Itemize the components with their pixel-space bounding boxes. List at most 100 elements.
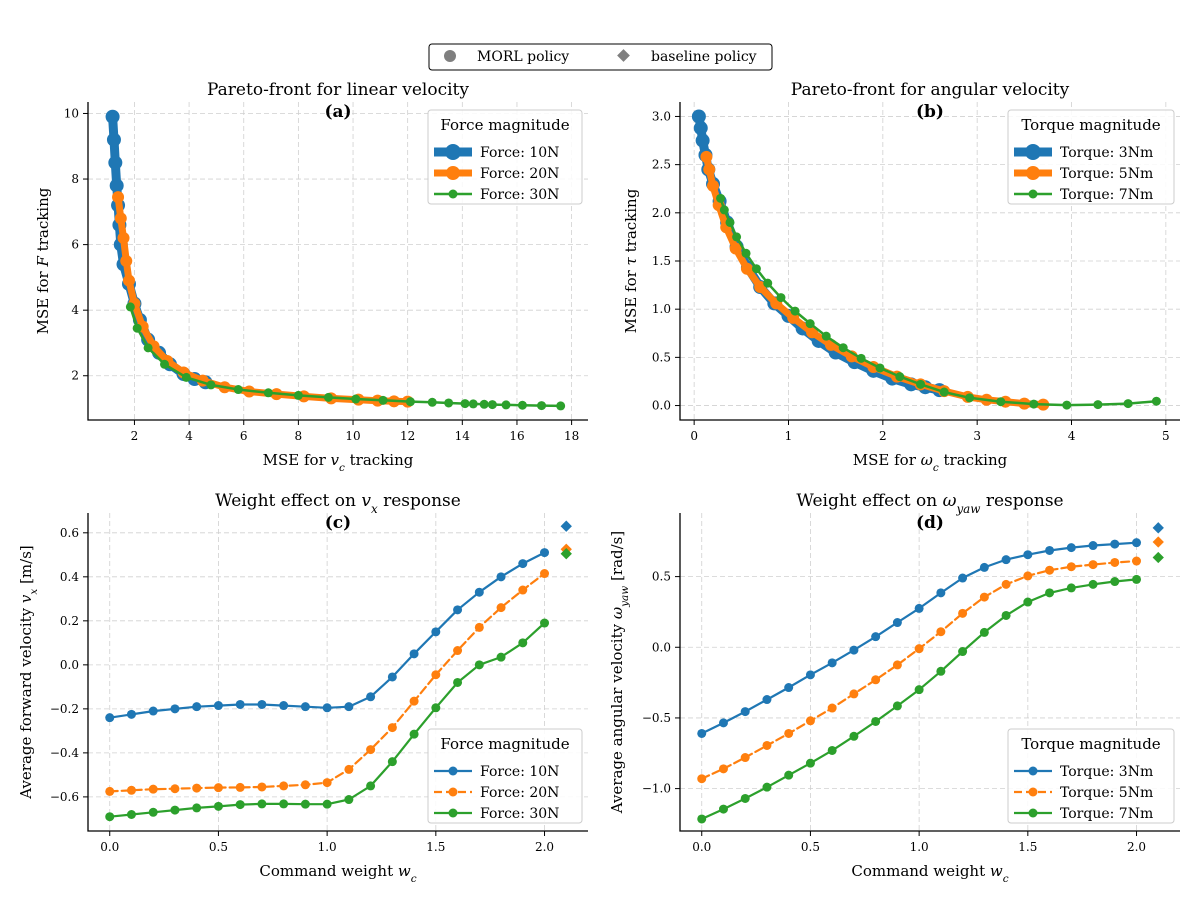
data-point [763,278,773,288]
data-point [1132,538,1142,548]
data-point [776,293,786,303]
y-tick-label: −0.2 [50,702,79,716]
data-point [474,660,484,670]
y-tick-label: 0.0 [60,658,79,672]
x-axis-label: MSE for ωc tracking [853,451,1008,474]
data-point [125,302,135,312]
data-point [741,248,751,258]
data-point [105,109,120,124]
data-point [556,401,566,411]
data-point [192,803,202,813]
data-point [496,652,506,662]
data-point [114,212,127,225]
x-tick-label: 1 [785,429,793,443]
y-tick-label: 1.5 [652,254,671,268]
y-tick-label: 10 [64,106,79,120]
y-tick-label: 8 [71,172,79,186]
data-point [1088,579,1098,589]
data-point [366,745,376,755]
legend-entry-label: Torque: 7Nm [1060,187,1153,203]
data-point [1062,400,1072,410]
data-point [1023,597,1033,607]
y-tick-label: 6 [71,238,79,252]
data-point [936,666,946,676]
y-tick-label: 0.2 [60,614,79,628]
data-point [754,281,767,294]
data-point [697,728,707,738]
data-point [700,150,713,163]
data-point [387,723,397,733]
data-point [827,658,837,668]
baseline-point [1152,536,1164,548]
y-axis-label: Average angular velocity ωyaw [rad/s] [608,531,631,815]
data-point [1023,550,1033,560]
data-point [479,399,489,409]
legend-marker [1025,144,1041,160]
x-tick-label: 6 [240,429,248,443]
data-point [914,644,924,654]
data-point [233,385,243,395]
y-tick-label: −0.5 [642,711,671,725]
y-tick-label: 2 [71,369,79,383]
x-tick-label: 0.0 [692,840,711,854]
data-point [170,784,180,794]
data-point [1110,539,1120,549]
panel-letter: (a) [324,102,351,122]
legend-marker [448,808,458,818]
data-point [409,696,419,706]
data-point [965,393,975,403]
data-point [126,709,136,719]
data-point [1151,396,1161,406]
data-point [540,548,550,558]
data-point [1023,571,1033,581]
data-point [105,786,115,796]
x-tick-label: 1.0 [910,840,929,854]
y-tick-label: 0.5 [652,350,671,364]
data-point [691,109,706,124]
chart-title: Pareto-front for angular velocity [791,80,1070,100]
axes-spines [87,513,588,832]
data-point [827,745,837,755]
data-point [344,795,354,805]
data-point [474,622,484,632]
data-point [213,783,223,793]
data-point [892,618,902,628]
x-axis-label: MSE for vc tracking [263,451,414,474]
chart-panel-d: 0.0 0.5 1.0 1.5 2.0 −1.0 −0.5 0.0 0.5 Weight effe… [608,491,1180,885]
data-point [518,638,528,648]
data-point [732,232,742,242]
data-point [805,758,815,768]
legend-marker [446,166,460,180]
data-point [1066,543,1076,553]
data-point [460,399,470,409]
data-point [718,804,728,814]
data-point [703,163,716,176]
x-tick-label: 18 [564,429,579,443]
data-point [206,380,216,390]
y-tick-label: 2.0 [652,206,671,220]
data-point [322,778,332,788]
data-point [697,814,707,824]
data-point [279,781,289,791]
legend-entry-label: Force: 10N [480,145,559,161]
data-point [487,400,497,410]
data-point [695,133,710,148]
legend-marker [1028,766,1038,776]
series-line-3 [719,197,1158,407]
x-tick-label: 2.0 [535,840,554,854]
legend: Force magnitude Force: 10N Force: 20N Force… [427,109,583,205]
data-point [719,205,729,215]
data-point [444,398,454,408]
data-point [1123,399,1133,409]
data-point [126,785,136,795]
legend: Torque magnitude Torque: 3Nm Torque: 5Nm To… [1007,728,1175,824]
y-tick-label: 0.0 [652,640,671,654]
data-point [323,392,333,402]
baseline-policy-legend-label: baseline policy [651,49,757,65]
data-point [106,132,121,147]
top-legend: MORL policy baseline policy [428,43,773,71]
data-point [849,689,859,699]
morl-policy-legend-label: MORL policy [477,49,569,65]
data-point [257,799,267,809]
